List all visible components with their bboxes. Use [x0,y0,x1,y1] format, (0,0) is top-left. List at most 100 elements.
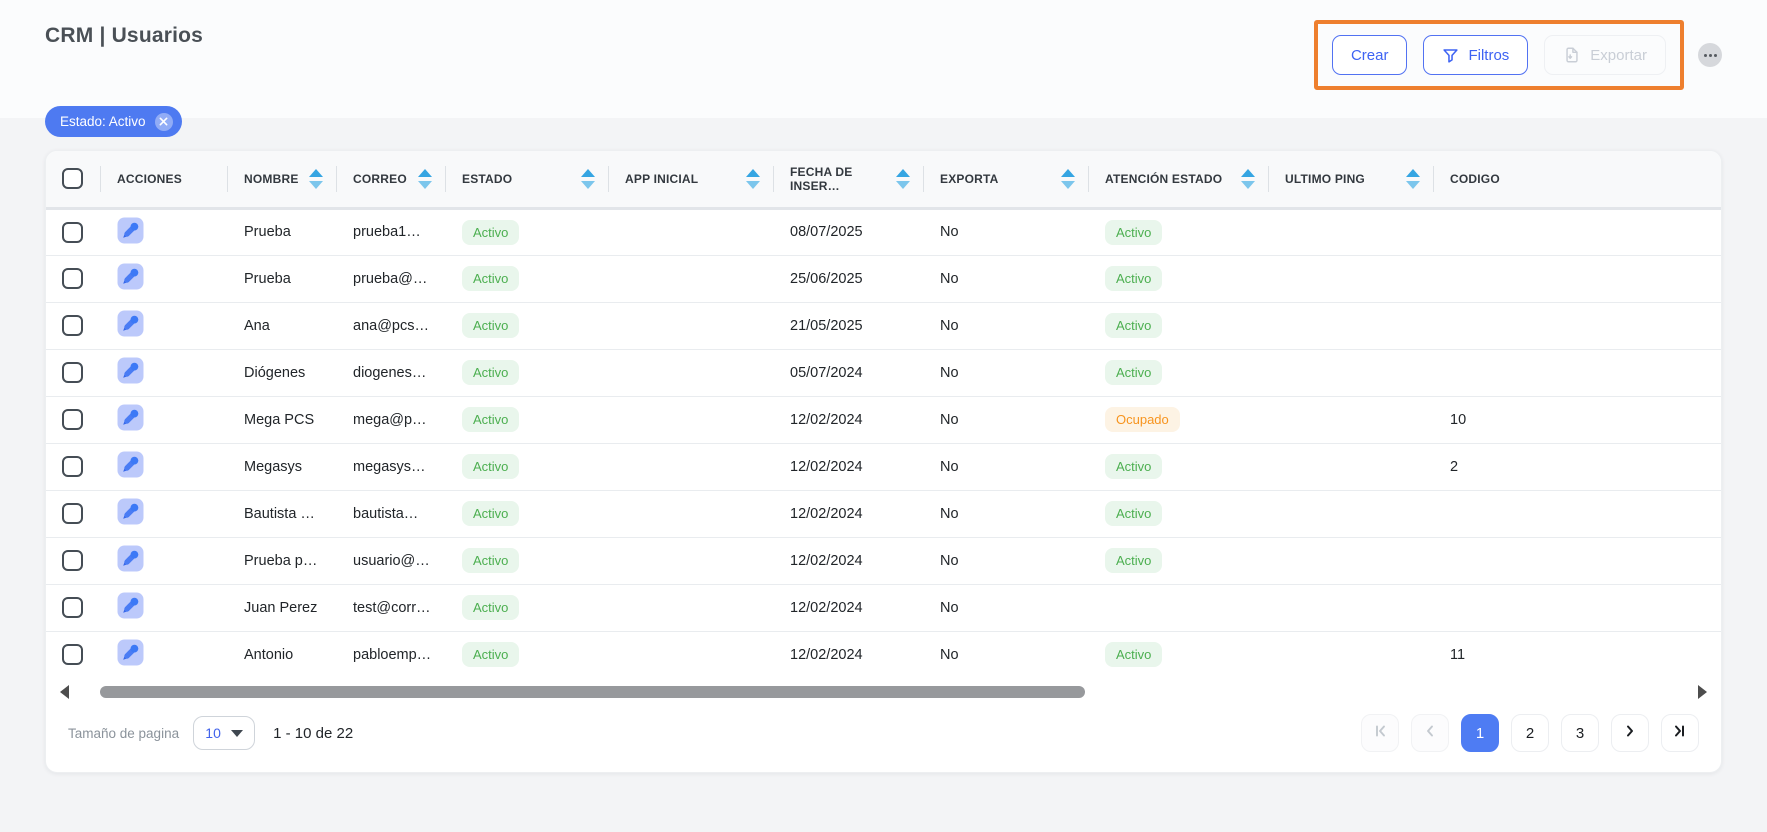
edit-button[interactable] [117,451,144,478]
table-row: Prueba prueba1… Activo 08/07/2025 No Activo [46,208,1721,256]
row-checkbox[interactable] [62,597,83,618]
sort-up-icon[interactable] [896,168,910,177]
table-body: Prueba prueba1… Activo 08/07/2025 No Activo Pr… [46,208,1721,678]
cell-estado: Activo [446,255,609,303]
table-row: Juan Perez test@corr… Activo 12/02/2024 No [46,584,1721,632]
edit-button[interactable] [117,263,144,290]
sort-down-icon[interactable] [896,180,910,189]
page-button-1[interactable]: 1 [1461,714,1499,752]
column-header-nombre[interactable]: NOMBRE [228,151,337,210]
cell-ultimo_ping [1269,208,1434,256]
edit-button[interactable] [117,498,144,525]
column-header-app_inicial[interactable]: APP INICIAL [609,151,774,210]
column-header-fecha_insercion[interactable]: FECHA DE INSER… [774,151,924,210]
page-button-2[interactable]: 2 [1511,714,1549,752]
sort-down-icon[interactable] [309,180,323,189]
sort-up-icon[interactable] [1241,168,1255,177]
page-size-select[interactable]: 10 [193,716,256,750]
sort-down-icon[interactable] [581,180,595,189]
create-button[interactable]: Crear [1331,35,1408,75]
cell-fecha_insercion: 12/02/2024 [774,537,924,585]
first-page-button[interactable] [1361,714,1399,752]
cell-ultimo_ping [1269,396,1434,444]
sort-icons-app_inicial[interactable] [746,168,764,189]
last-page-button[interactable] [1661,714,1699,752]
cell-ultimo_ping [1269,537,1434,585]
sort-icons-nombre[interactable] [309,168,327,189]
pencil-icon [117,310,144,340]
scrollbar-thumb[interactable] [100,686,1086,698]
cell-ultimo_ping [1269,490,1434,538]
page-size-label: Tamaño de pagina [68,725,180,741]
scrollbar-track[interactable] [76,686,1691,698]
sort-icons-fecha_insercion[interactable] [896,168,914,189]
cell-exporta: No [924,396,1089,444]
cell-atencion_estado: Activo [1089,537,1269,585]
table-row: Megasys megasys… Activo 12/02/2024 No Activo 2 [46,443,1721,491]
cell-fecha_insercion: 12/02/2024 [774,584,924,632]
edit-button[interactable] [117,639,144,666]
more-options-button[interactable] [1698,43,1722,67]
column-label: ATENCIÓN ESTADO [1105,171,1223,186]
row-checkbox[interactable] [62,221,83,243]
status-badge: Activo [462,266,520,291]
cell-select [46,255,101,303]
row-checkbox[interactable] [62,362,83,383]
scroll-right-arrow-icon[interactable] [1698,685,1707,699]
column-header-ultimo_ping[interactable]: ULTIMO PING [1269,151,1434,210]
pencil-icon [117,404,144,434]
edit-button[interactable] [117,357,144,384]
sort-down-icon[interactable] [1061,180,1075,189]
scroll-left-arrow-icon[interactable] [60,685,69,699]
filter-funnel-icon [1442,47,1459,64]
next-page-button[interactable] [1611,714,1649,752]
users-table-card: ACCIONES NOMBRE CORREO ESTADO APP INICIAL FEC… [45,150,1722,773]
cell-actions [101,396,228,444]
sort-icons-correo[interactable] [418,168,436,189]
table-footer: Tamaño de pagina 10 1 - 10 de 22 [46,701,1721,772]
sort-up-icon[interactable] [746,168,760,177]
edit-button[interactable] [117,545,144,572]
prev-page-button[interactable] [1411,714,1449,752]
select-all-checkbox[interactable] [62,168,83,190]
chevron-down-icon [230,729,243,737]
export-button[interactable]: Exportar [1544,35,1666,75]
row-checkbox[interactable] [62,409,83,430]
edit-button[interactable] [117,592,144,619]
sort-down-icon[interactable] [418,180,432,189]
filter-chip-close-button[interactable] [154,112,173,131]
sort-down-icon[interactable] [1241,180,1255,189]
row-checkbox[interactable] [62,644,83,666]
page-button-3[interactable]: 3 [1561,714,1599,752]
row-checkbox[interactable] [62,503,83,524]
edit-button[interactable] [117,310,144,337]
column-header-exporta[interactable]: EXPORTA [924,151,1089,210]
row-checkbox[interactable] [62,550,83,571]
row-checkbox[interactable] [62,268,83,289]
sort-up-icon[interactable] [581,168,595,177]
column-label: ULTIMO PING [1285,171,1365,186]
cell-estado: Activo [446,208,609,256]
edit-button[interactable] [117,404,144,431]
filters-button[interactable]: Filtros [1423,35,1529,75]
sort-icons-estado[interactable] [581,168,599,189]
sort-up-icon[interactable] [418,168,432,177]
sort-icons-exporta[interactable] [1061,168,1079,189]
sort-up-icon[interactable] [1406,168,1420,177]
row-checkbox[interactable] [62,456,83,477]
column-header-atencion_estado[interactable]: ATENCIÓN ESTADO [1089,151,1269,210]
sort-icons-atencion_estado[interactable] [1241,168,1259,189]
cell-actions [101,443,228,491]
column-header-estado[interactable]: ESTADO [446,151,609,210]
cell-correo: prueba@… [337,255,446,303]
status-badge: Activo [1105,266,1163,291]
pencil-icon [117,357,144,387]
row-checkbox[interactable] [62,315,83,336]
sort-up-icon[interactable] [1061,168,1075,177]
sort-icons-ultimo_ping[interactable] [1406,168,1424,189]
sort-up-icon[interactable] [309,168,323,177]
sort-down-icon[interactable] [1406,180,1420,189]
column-header-correo[interactable]: CORREO [337,151,446,210]
sort-down-icon[interactable] [746,180,760,189]
edit-button[interactable] [117,217,144,244]
